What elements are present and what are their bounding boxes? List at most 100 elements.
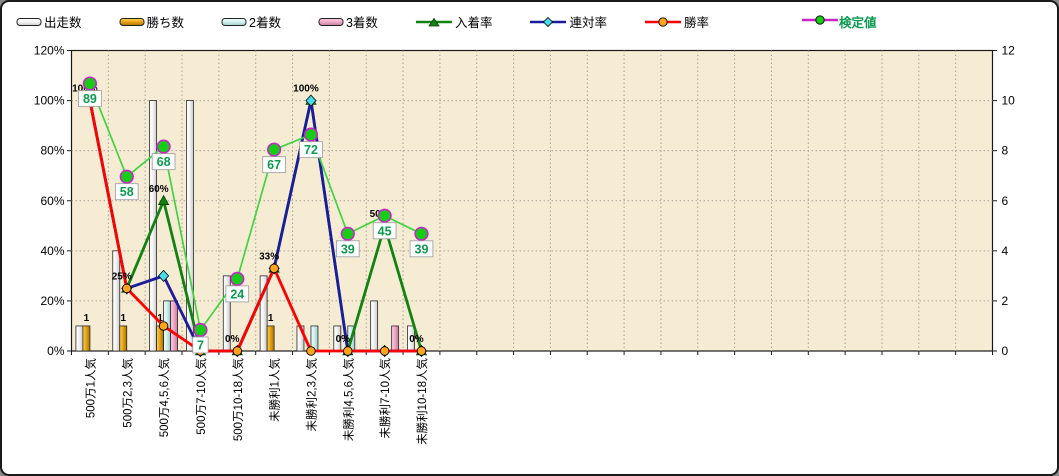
x-category-label: 500万4,5,6人気: [157, 358, 171, 438]
legend-item-line-3: 勝率: [644, 12, 709, 31]
bar: [119, 325, 128, 352]
legend-label: 検定値: [839, 16, 877, 30]
legend-kentei-swatch: [801, 13, 839, 30]
bar: [259, 275, 268, 352]
kentei-marker: [377, 208, 392, 223]
percent-label: 60%: [149, 184, 169, 195]
x-category-label: 500万1人気: [83, 358, 97, 419]
left-axis-label: 20%: [40, 294, 64, 308]
right-axis-label: 4: [1002, 244, 1009, 258]
diamond-marker: [305, 94, 317, 107]
win-count-labels: 1 1 1 1: [84, 313, 274, 324]
kentei-label: 24: [230, 287, 244, 301]
legend: 出走数 勝ち数 2着数 3着数 入着率 連対率 勝率: [16, 12, 709, 31]
x-category-label: 未勝利1人気: [268, 358, 282, 422]
legend-bar-swatch: [119, 16, 145, 28]
legend-label: 勝率: [683, 16, 709, 30]
kentei-label-box: [151, 153, 176, 171]
kentei-marker: [156, 139, 171, 154]
kentei-label-box: [299, 141, 323, 159]
kentei-marker: [303, 127, 319, 142]
kentei-label-box: [114, 183, 139, 201]
percent-label: 0%: [225, 334, 240, 345]
legend-item-line-2: 連対率: [529, 12, 607, 31]
line-series-勝率: [85, 95, 427, 356]
left-axis-label: 100%: [34, 94, 65, 108]
x-category-labels: 500万1人気 500万2,3人気 500万4,5,6人気 500万7-10人気 500…: [83, 358, 429, 445]
bar-value-label: 1: [268, 313, 274, 324]
x-category-label: 500万10-18人気: [231, 358, 245, 442]
left-axis-label: 60%: [40, 194, 64, 208]
bar: [391, 325, 400, 352]
x-category-label: 未勝利10-18人気: [415, 358, 429, 445]
bar: [82, 325, 91, 352]
left-axis-label: 0%: [47, 344, 65, 358]
legend-kentei: 検定値: [801, 12, 877, 31]
percent-label: 0%: [409, 334, 424, 345]
circle-marker: [269, 263, 279, 274]
kentei-marker: [119, 169, 134, 184]
legend-line-swatch: [644, 15, 682, 29]
kentei-label-box: [78, 90, 102, 107]
legend-label: 連対率: [569, 16, 607, 30]
legend-label: 入着率: [454, 16, 493, 30]
right-axis-label: 2: [1002, 294, 1009, 308]
diamond-marker: [158, 269, 170, 282]
legend-item-bar-1: 出走数: [16, 12, 82, 31]
legend-bar-swatch: [16, 16, 42, 28]
left-axis-label: 40%: [40, 244, 64, 258]
kentei-label: 7: [197, 338, 204, 352]
circle-marker: [343, 346, 353, 356]
legend-label: 3着数: [345, 16, 378, 30]
kentei-label: 72: [304, 143, 318, 157]
circle-marker: [379, 346, 390, 356]
legend-line-swatch: [415, 15, 453, 29]
left-axis-label: 80%: [40, 144, 64, 158]
kentei-label-box: [262, 156, 286, 174]
x-category-label: 500万7-10人気: [194, 358, 208, 435]
circle-marker: [416, 346, 427, 356]
x-category-label: 未勝利7-10人気: [378, 358, 392, 439]
right-axis-label: 10: [1002, 94, 1016, 108]
bar: [266, 325, 275, 352]
kentei-label: 89: [83, 92, 97, 106]
legend-label: 勝ち数: [146, 16, 185, 30]
kentei-series: 89 58 68 7 24 67 72 39 45 39: [78, 76, 434, 354]
right-axis-label: 0: [1002, 344, 1009, 358]
legend-item-bar-2: 勝ち数: [119, 12, 185, 31]
legend-item-line-1: 入着率: [415, 12, 493, 31]
kentei-marker: [340, 226, 355, 241]
legend-label: 2着数: [249, 16, 281, 30]
bar: [112, 250, 121, 352]
kentei-marker: [230, 271, 245, 286]
right-axis-label: 12: [1002, 44, 1016, 58]
kentei-marker: [82, 76, 98, 91]
legend-label: 出走数: [44, 16, 82, 30]
bar: [186, 100, 194, 352]
bar-value-label: 1: [157, 313, 163, 324]
right-axis-label: 6: [1002, 194, 1009, 208]
percent-label: 33%: [259, 251, 279, 262]
kentei-marker: [267, 142, 282, 157]
legend-item-bar-3: 2着数: [221, 12, 281, 31]
kentei-line: [89, 83, 422, 333]
x-category-label: 未勝利4,5,6人気: [341, 358, 355, 442]
legend-bar-swatch: [221, 16, 247, 28]
kentei-label-box: [409, 240, 434, 258]
left-axis-label: 120%: [34, 44, 65, 58]
kentei-label-box: [372, 222, 397, 240]
bars-2: [82, 325, 275, 352]
kentei-label: 45: [378, 224, 392, 238]
kentei-label: 68: [157, 155, 171, 169]
right-axis-label: 8: [1002, 144, 1009, 158]
triangle-marker: [157, 194, 170, 205]
legend-bar-swatch: [318, 16, 344, 28]
bar: [370, 300, 379, 352]
bar-value-label: 1: [120, 313, 126, 324]
kentei-marker: [193, 322, 208, 338]
circle-marker: [306, 346, 316, 356]
percent-label: 25%: [112, 271, 132, 282]
